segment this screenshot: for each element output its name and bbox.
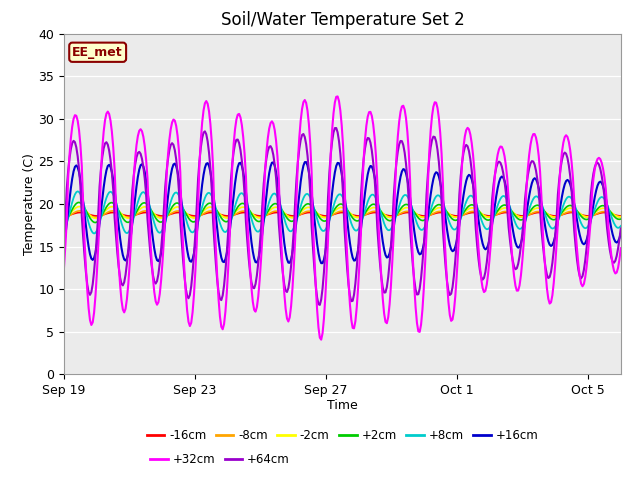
+64cm — [60, 233, 68, 239]
-2cm — [470, 205, 478, 211]
+16cm — [227, 218, 235, 224]
+32cm — [470, 168, 478, 174]
-16cm — [371, 210, 378, 216]
+2cm — [230, 211, 237, 216]
Title: Soil/Water Temperature Set 2: Soil/Water Temperature Set 2 — [221, 11, 464, 29]
Line: +16cm: +16cm — [64, 162, 621, 263]
+2cm — [372, 202, 380, 208]
+8cm — [60, 228, 68, 234]
+2cm — [92, 220, 99, 226]
-8cm — [469, 209, 477, 215]
-2cm — [230, 211, 237, 216]
+8cm — [74, 189, 81, 194]
-8cm — [248, 211, 255, 217]
-16cm — [60, 213, 68, 219]
Line: -2cm: -2cm — [64, 206, 621, 218]
+2cm — [76, 200, 83, 205]
-2cm — [454, 214, 462, 220]
-16cm — [617, 213, 625, 219]
+64cm — [617, 226, 625, 231]
+32cm — [60, 264, 68, 270]
+8cm — [249, 220, 257, 226]
+2cm — [454, 216, 462, 222]
+64cm — [227, 178, 235, 183]
-16cm — [469, 210, 477, 216]
+64cm — [316, 302, 324, 308]
+2cm — [470, 203, 478, 209]
-16cm — [228, 213, 236, 218]
-8cm — [60, 215, 68, 220]
-2cm — [564, 206, 572, 212]
-8cm — [371, 208, 378, 214]
+16cm — [617, 230, 625, 236]
+16cm — [372, 182, 380, 188]
-2cm — [617, 214, 625, 219]
+16cm — [564, 177, 572, 183]
+8cm — [230, 208, 237, 214]
X-axis label: Time: Time — [327, 398, 358, 411]
-8cm — [617, 214, 625, 220]
+8cm — [372, 195, 380, 201]
+8cm — [454, 223, 462, 228]
+16cm — [470, 189, 478, 195]
-2cm — [249, 211, 257, 217]
+32cm — [372, 153, 380, 158]
-2cm — [92, 216, 99, 221]
+8cm — [470, 197, 478, 203]
-8cm — [77, 208, 84, 214]
+16cm — [60, 242, 68, 248]
+32cm — [564, 134, 572, 140]
+64cm — [372, 196, 380, 202]
+8cm — [564, 194, 572, 200]
+64cm — [470, 203, 478, 208]
-16cm — [77, 210, 84, 216]
Text: EE_met: EE_met — [72, 46, 123, 59]
+32cm — [317, 337, 325, 343]
Line: +64cm: +64cm — [64, 128, 621, 305]
-16cm — [452, 213, 460, 219]
+32cm — [334, 94, 342, 99]
+8cm — [617, 223, 625, 229]
Line: +32cm: +32cm — [64, 96, 621, 340]
+16cm — [454, 231, 462, 237]
Line: +2cm: +2cm — [64, 203, 621, 223]
Y-axis label: Temperature (C): Temperature (C) — [22, 153, 36, 255]
+32cm — [617, 245, 625, 251]
Line: -16cm: -16cm — [64, 213, 621, 216]
Line: +8cm: +8cm — [64, 192, 621, 233]
-16cm — [248, 211, 255, 217]
+32cm — [227, 200, 235, 206]
+32cm — [454, 251, 462, 257]
+2cm — [249, 213, 257, 219]
+64cm — [332, 125, 340, 131]
+16cm — [302, 159, 310, 165]
+2cm — [617, 216, 625, 222]
+2cm — [564, 204, 572, 209]
-16cm — [562, 211, 570, 216]
-8cm — [452, 214, 460, 220]
+16cm — [246, 228, 254, 233]
Line: -8cm: -8cm — [64, 211, 621, 217]
-2cm — [76, 204, 83, 209]
+64cm — [564, 155, 572, 161]
+32cm — [246, 266, 254, 272]
+2cm — [60, 219, 68, 225]
+16cm — [317, 260, 325, 266]
+64cm — [246, 269, 254, 275]
+64cm — [454, 220, 462, 226]
-2cm — [372, 205, 380, 211]
-2cm — [60, 216, 68, 221]
Legend: +32cm, +64cm: +32cm, +64cm — [145, 448, 294, 471]
-8cm — [228, 213, 236, 219]
+8cm — [90, 230, 98, 236]
-8cm — [562, 210, 570, 216]
